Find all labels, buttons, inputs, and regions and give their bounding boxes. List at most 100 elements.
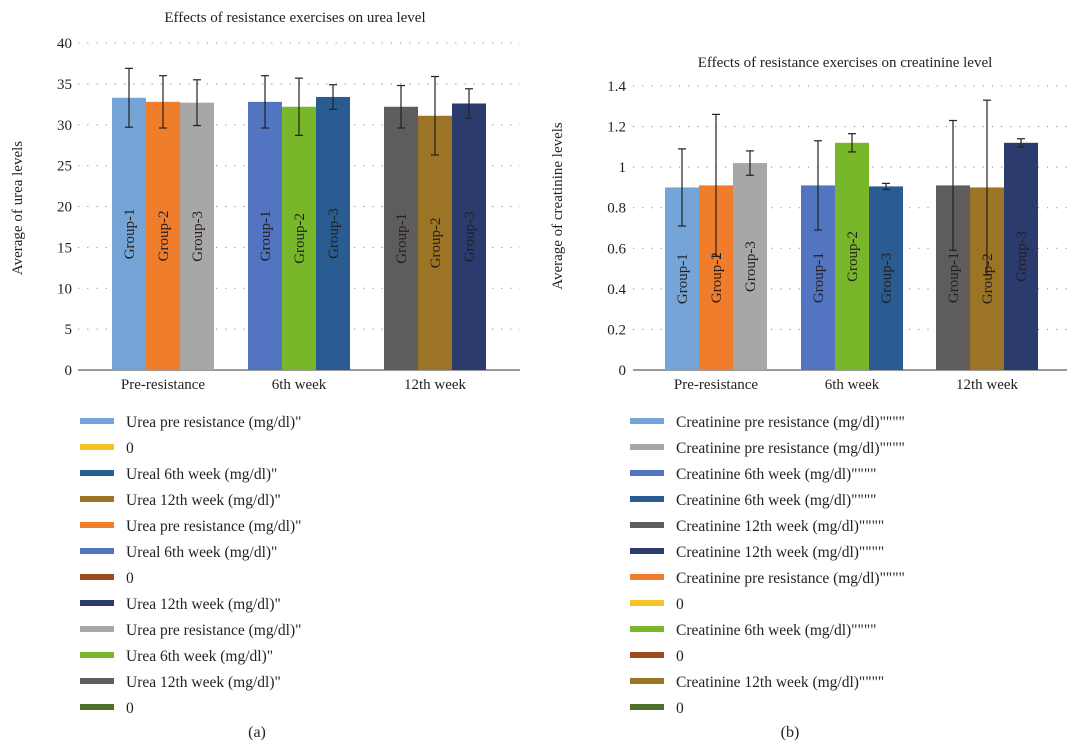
y-tick-label: 0.8 <box>607 201 626 217</box>
legend-swatch <box>80 652 114 659</box>
legend-swatch <box>80 548 114 555</box>
legend-item: 0 <box>80 566 301 592</box>
legend-swatch <box>80 600 114 607</box>
bar <box>180 102 214 371</box>
legend-label: 0 <box>676 596 684 613</box>
legend-swatch <box>630 600 664 607</box>
bar <box>452 103 486 371</box>
chart-title: Effects of resistance exercises on urea … <box>164 10 425 26</box>
legend-swatch <box>630 444 664 451</box>
legend-label: 0 <box>126 440 134 457</box>
bar <box>112 97 146 371</box>
legend-label: Urea 12th week (mg/dl)" <box>126 492 281 509</box>
bar-label: Group-3 <box>879 253 895 304</box>
legend-label: Creatinine pre resistance (mg/dl)"""" <box>676 440 905 457</box>
bar-label: Group-1 <box>258 211 274 262</box>
bar-label: Group-2 <box>156 211 172 262</box>
legend-label: Ureal 6th week (mg/dl)" <box>126 466 278 483</box>
caption-a: (a) <box>248 724 266 741</box>
bar <box>384 106 418 370</box>
y-tick-label: 1 <box>619 160 627 176</box>
y-tick-label: 40 <box>57 36 72 52</box>
legend-item: Creatinine 6th week (mg/dl)"""" <box>630 462 905 488</box>
bar-label: Group-2 <box>980 253 996 304</box>
bar-label: Group-1 <box>122 208 138 259</box>
urea-chart-legend: Urea pre resistance (mg/dl)" 0 Ureal 6th w… <box>80 410 301 722</box>
y-tick-label: 20 <box>57 200 72 216</box>
bar <box>418 115 452 370</box>
legend-swatch <box>80 418 114 425</box>
legend-swatch <box>630 652 664 659</box>
legend-item: Urea pre resistance (mg/dl)" <box>80 514 301 540</box>
x-category-label: Pre-resistance <box>674 377 758 393</box>
urea-chart-panel: Effects of resistance exercises on urea … <box>10 10 520 741</box>
legend-label: Urea 6th week (mg/dl)" <box>126 648 274 665</box>
y-tick-label: 10 <box>57 281 72 297</box>
creatinine-chart-legend: Creatinine pre resistance (mg/dl)"""" Cre… <box>630 410 905 722</box>
y-tick-label: 25 <box>57 159 72 175</box>
legend-item: Creatinine 6th week (mg/dl)"""" <box>630 488 905 514</box>
y-tick-label: 0 <box>65 363 73 379</box>
bar-label: Group-2 <box>292 213 308 264</box>
legend-item: Creatinine pre resistance (mg/dl)"""" <box>630 566 905 592</box>
bar-label: Group-1 <box>946 252 962 303</box>
y-tick-label: 1.4 <box>607 79 626 95</box>
y-axis-label: Average of creatinine levels <box>550 122 566 290</box>
legend-swatch <box>630 678 664 685</box>
x-category-label: 6th week <box>272 377 327 393</box>
legend-swatch <box>80 444 114 451</box>
legend-item: Urea 6th week (mg/dl)" <box>80 644 301 670</box>
y-tick-label: 0.4 <box>607 282 626 298</box>
legend-swatch <box>630 496 664 503</box>
x-category-label: 12th week <box>404 377 467 393</box>
urea-chart-svg: Effects of resistance exercises on urea … <box>10 10 520 393</box>
legend-swatch <box>80 522 114 529</box>
x-category-label: 6th week <box>825 377 880 393</box>
y-tick-label: 0.2 <box>607 322 626 338</box>
legend-label: Creatinine 12th week (mg/dl)"""" <box>676 544 885 561</box>
legend-item: Creatinine 12th week (mg/dl)"""" <box>630 540 905 566</box>
y-tick-label: 0 <box>619 363 627 379</box>
legend-item: Urea pre resistance (mg/dl)" <box>80 618 301 644</box>
legend-label: Creatinine pre resistance (mg/dl)"""" <box>676 414 905 431</box>
legend-item: Creatinine 12th week (mg/dl)"""" <box>630 670 905 696</box>
bar-label: Group-3 <box>190 211 206 262</box>
legend-swatch <box>630 626 664 633</box>
bar <box>316 96 350 370</box>
legend-item: Urea 12th week (mg/dl)" <box>80 670 301 696</box>
legend-item: Creatinine 6th week (mg/dl)"""" <box>630 618 905 644</box>
legend-swatch <box>80 626 114 633</box>
y-axis-label: Average of urea levels <box>10 141 26 275</box>
bar <box>282 106 316 370</box>
legend-label: Creatinine 12th week (mg/dl)"""" <box>676 518 885 535</box>
legend-label: Creatinine 6th week (mg/dl)"""" <box>676 466 877 483</box>
legend-label: Creatinine 6th week (mg/dl)"""" <box>676 492 877 509</box>
legend-swatch <box>630 522 664 529</box>
x-category-label: Pre-resistance <box>121 377 205 393</box>
bar-label: Group-1 <box>675 253 691 304</box>
legend-item: Urea 12th week (mg/dl)" <box>80 488 301 514</box>
bar-label: Group-3 <box>743 241 759 292</box>
y-tick-label: 5 <box>65 322 73 338</box>
chart-title: Effects of resistance exercises on creat… <box>698 55 993 71</box>
legend-item: Ureal 6th week (mg/dl)" <box>80 462 301 488</box>
y-tick-label: 30 <box>57 118 72 134</box>
legend-label: Urea pre resistance (mg/dl)" <box>126 622 302 639</box>
bar <box>835 142 869 370</box>
bar-label: Group-3 <box>326 208 342 259</box>
y-tick-label: 15 <box>57 240 72 256</box>
bar <box>1004 142 1038 370</box>
bar-label: Group-2 <box>845 231 861 282</box>
caption-b: (b) <box>780 724 800 741</box>
legend-swatch <box>630 470 664 477</box>
legend-item: Ureal 6th week (mg/dl)" <box>80 540 301 566</box>
bar-label: Group-2 <box>428 217 444 268</box>
bar-label: Group-2 <box>709 252 725 303</box>
legend-label: 0 <box>126 570 134 587</box>
legend-item: 0 <box>80 696 301 722</box>
legend-label: Urea 12th week (mg/dl)" <box>126 674 281 691</box>
legend-label: 0 <box>676 700 684 717</box>
bar <box>146 101 180 371</box>
creatinine-chart-panel: Effects of resistance exercises on creat… <box>535 0 1070 751</box>
legend-swatch <box>630 548 664 555</box>
